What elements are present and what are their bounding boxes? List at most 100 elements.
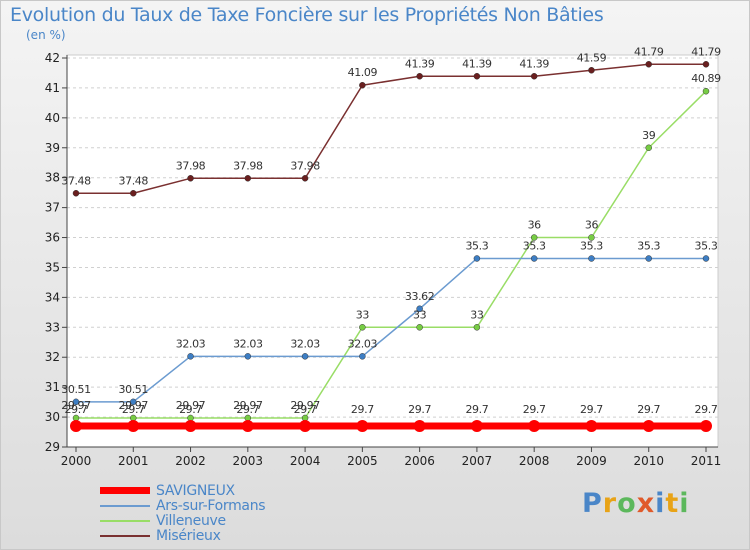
data-label: 32.03 [176,337,206,350]
legend-swatch [100,487,150,494]
y-tick-label: 32 [45,350,60,364]
data-point [470,420,483,433]
data-label: 35.3 [580,239,603,252]
data-point [356,420,369,433]
y-tick-label: 31 [45,380,60,394]
x-tick-label: 2003 [233,454,264,468]
data-point [530,255,538,262]
y-tick-label: 42 [45,51,60,65]
data-label: 30.51 [61,383,91,396]
series-line-ars-sur-formans [76,257,706,403]
data-point [702,87,710,95]
data-label: 29.7 [523,403,546,416]
data-point [130,398,137,406]
data-label: 41.79 [691,45,721,58]
logo-letter: P [582,488,603,519]
data-point [301,175,309,182]
data-point [528,420,541,433]
data-label: 33 [356,308,370,321]
logo-letter: t [665,488,680,519]
data-label: 33.62 [405,290,435,303]
data-label: 37.48 [61,174,91,187]
x-tick-label: 2006 [404,454,435,468]
data-point [301,353,309,360]
legend-label: Villeneuve [156,512,226,529]
y-tick-label: 37 [45,201,60,215]
data-point [416,324,423,331]
data-label: 41.39 [405,57,435,70]
data-label: 39 [642,129,656,142]
x-tick-label: 2002 [175,454,206,468]
data-point [588,234,595,241]
data-point [645,61,652,68]
legend-swatch [100,534,150,537]
data-point [416,73,423,80]
legend: SAVIGNEUX Ars-sur-Formans Villeneuve Miséri… [100,483,266,544]
y-tick-label: 39 [45,141,60,155]
data-point [187,175,194,182]
data-point [700,420,712,433]
data-point [241,420,254,433]
logo-letter: o [617,488,637,519]
data-point [359,353,366,360]
data-point [645,255,652,262]
x-tick-label: 2009 [576,454,607,468]
data-label: 29.7 [465,403,488,416]
logo-letter: r [602,488,618,519]
data-label: 37.98 [176,159,206,172]
data-label: 35.3 [695,239,718,252]
y-tick-label: 40 [45,111,60,125]
logo-letter: i [655,488,666,519]
data-point [645,144,652,152]
data-point [130,190,137,197]
chart-unit: (en %) [26,28,66,42]
legend-item: SAVIGNEUX [100,483,265,499]
data-point [184,420,197,433]
legend-item: Misérieux [100,527,265,544]
x-tick-label: 2007 [462,454,493,468]
data-point [702,255,710,262]
x-tick-label: 2004 [290,454,321,468]
y-tick-label: 29 [45,440,60,454]
data-label: 29.7 [236,403,259,416]
legend-swatch [100,519,150,522]
data-label: 32.03 [233,337,263,350]
data-point [642,420,655,433]
x-tick-label: 2005 [347,454,378,468]
y-tick-label: 35 [45,260,60,274]
data-point [702,61,710,68]
x-tick-label: 2008 [519,454,550,468]
data-point [187,353,194,360]
data-label: 41.39 [462,57,492,70]
data-label: 29.7 [65,403,88,416]
data-point [244,175,252,182]
data-label: 37.98 [290,159,320,172]
x-tick-label: 2001 [118,454,149,468]
x-tick-label: 2000 [61,454,92,468]
data-label: 37.48 [119,174,149,187]
legend-label: Misérieux [156,527,221,544]
data-label: 40.89 [691,72,721,85]
data-label: 37.98 [233,159,263,172]
data-label: 33 [413,308,427,321]
proxiti-logo: Proxiti [582,488,690,519]
data-label: 35.3 [637,239,660,252]
chart-title: Evolution du Taux de Taxe Foncière sur l… [10,4,604,26]
y-tick-label: 38 [45,171,60,185]
data-label: 29.97 [233,399,263,412]
legend-item: Ars-sur-Formans [100,498,266,514]
data-point [359,81,366,89]
legend-swatch [100,504,150,507]
data-label: 29.97 [176,399,206,412]
data-label: 29.7 [637,403,660,416]
legend-item: Villeneuve [100,512,265,529]
data-label: 33 [470,308,484,321]
data-point [530,73,538,80]
data-point [244,353,252,360]
data-label: 41.09 [348,66,378,79]
data-point [416,305,423,313]
data-point [473,255,481,262]
x-tick-label: 2011 [691,454,722,468]
data-label: 32.03 [348,337,378,350]
y-tick-label: 34 [45,290,60,304]
